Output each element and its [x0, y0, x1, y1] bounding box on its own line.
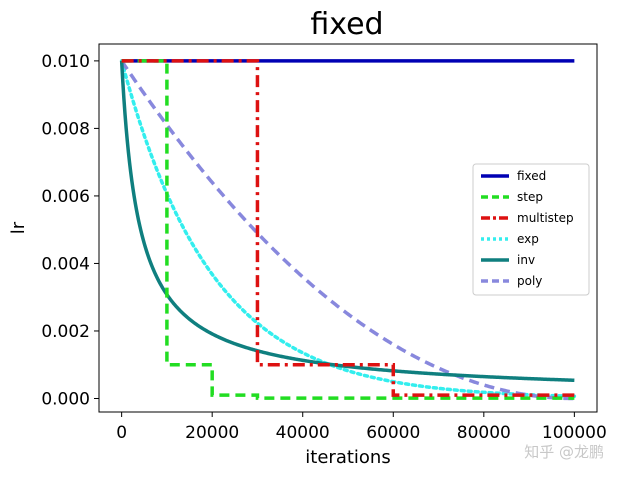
series-line-exp	[119, 59, 577, 398]
legend-label-step: step	[517, 190, 543, 204]
x-tick-label: 60000	[366, 423, 420, 443]
legend: fixed step multistep exp inv poly	[472, 163, 590, 296]
series-layer	[119, 59, 577, 401]
series-line-multistep	[121, 59, 575, 397]
y-axis-ticks: 0.000 0.002 0.004 0.006 0.008 0.010	[41, 52, 99, 409]
legend-frame	[472, 163, 590, 296]
x-tick-label: 40000	[276, 423, 330, 443]
legend-label-poly: poly	[517, 274, 542, 288]
x-tick-label: 20000	[185, 423, 239, 443]
x-axis-ticks: 0 20000 40000 60000 80000 100000	[116, 412, 607, 443]
chart-title: fixed	[310, 7, 383, 42]
x-axis-label: iterations	[305, 447, 390, 468]
series-line-poly	[120, 59, 575, 401]
series-line-inv	[119, 60, 575, 383]
legend-label-multistep: multistep	[517, 211, 574, 225]
x-tick-label: 0	[116, 423, 127, 443]
y-tick-label: 0.010	[41, 52, 90, 72]
y-axis-label: lr	[8, 221, 29, 234]
y-tick-label: 0.004	[41, 254, 90, 274]
y-tick-label: 0.002	[41, 322, 90, 342]
plot-frame	[98, 43, 598, 413]
x-tick-label: 100000	[542, 423, 607, 443]
y-tick-label: 0.008	[41, 119, 90, 139]
x-tick-label: 80000	[457, 423, 511, 443]
y-tick-label: 0.000	[41, 389, 90, 409]
legend-label-fixed: fixed	[517, 169, 546, 183]
series-line-step	[121, 59, 575, 400]
legend-label-inv: inv	[517, 253, 535, 267]
watermark-text: 知乎 @龙鹏	[524, 443, 604, 461]
y-tick-label: 0.006	[41, 187, 90, 207]
legend-label-exp: exp	[517, 232, 539, 246]
